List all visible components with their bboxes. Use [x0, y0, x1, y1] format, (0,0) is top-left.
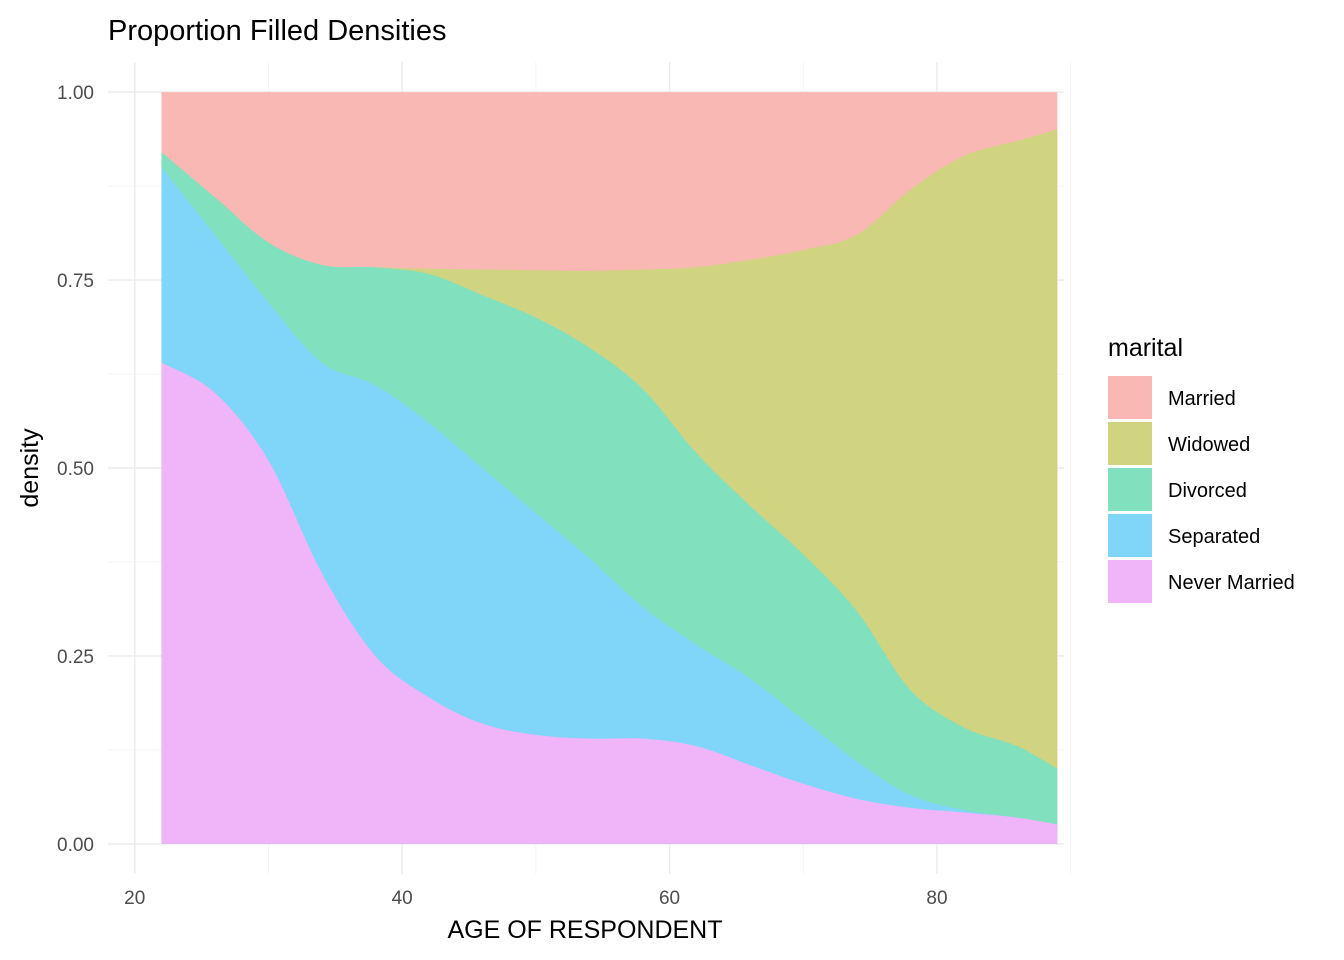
- area-never-married: [161, 362, 1058, 844]
- x-axis-ticks: 20 40 60 80: [124, 888, 947, 909]
- x-tick-label: 20: [124, 888, 145, 909]
- y-tick-label: 0.25: [57, 647, 94, 668]
- x-tick-label: 40: [392, 888, 413, 909]
- legend: marital Married Widowed Divorced Separated N…: [1108, 334, 1295, 603]
- y-tick-label: 0.00: [57, 835, 94, 856]
- legend-label: Divorced: [1168, 480, 1247, 502]
- x-tick-label: 80: [926, 888, 947, 909]
- legend-swatch: [1108, 422, 1152, 465]
- x-tick-label: 60: [659, 888, 680, 909]
- chart-title: Proportion Filled Densities: [108, 15, 446, 47]
- legend-swatch: [1108, 560, 1152, 603]
- y-tick-label: 0.75: [57, 271, 94, 292]
- legend-title: marital: [1108, 334, 1183, 362]
- legend-label: Never Married: [1168, 572, 1295, 594]
- legend-label: Separated: [1168, 526, 1260, 548]
- legend-swatch: [1108, 468, 1152, 511]
- y-axis-title: density: [16, 428, 44, 508]
- y-tick-label: 0.50: [57, 459, 94, 480]
- legend-label: Married: [1168, 388, 1236, 410]
- y-tick-label: 1.00: [57, 83, 94, 104]
- legend-label: Widowed: [1168, 434, 1250, 456]
- stacked-areas: [161, 92, 1058, 844]
- legend-swatch: [1108, 514, 1152, 557]
- legend-swatch: [1108, 376, 1152, 419]
- y-axis-ticks: 0.00 0.25 0.50 0.75 1.00: [57, 83, 94, 856]
- x-axis-title: AGE OF RESPONDENT: [447, 916, 722, 944]
